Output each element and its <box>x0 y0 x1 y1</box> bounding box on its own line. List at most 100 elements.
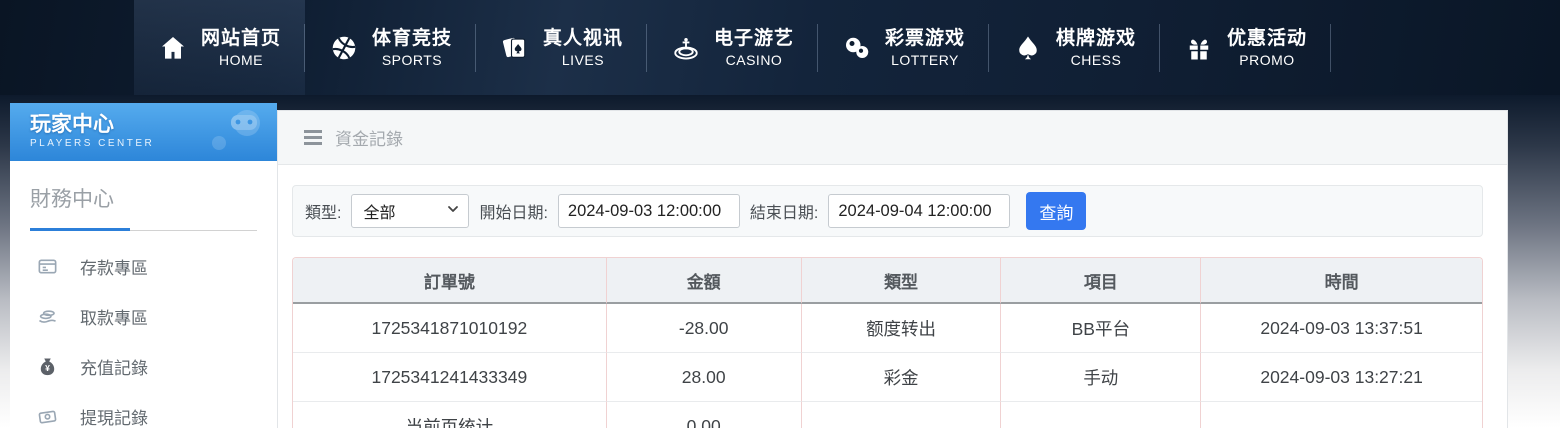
chevron-down-icon <box>447 202 459 220</box>
table-header-row: 訂單號 金額 類型 項目 時間 <box>293 258 1482 304</box>
type-select[interactable]: 全部 <box>351 194 470 228</box>
basketball-icon <box>329 33 359 63</box>
table-cell: 1725341871010192 <box>293 304 606 353</box>
table-cell: 0.00 <box>605 402 801 428</box>
sidebar-header: 玩家中心 PLAYERS CENTER <box>10 103 277 161</box>
table-cell: 当前页统计 <box>293 402 606 428</box>
start-date-label: 開始日期: <box>479 205 548 222</box>
filter-bar: 類型: 全部 開始日期: 結束日期: 查詢 <box>292 185 1483 237</box>
table-row: 1725341241433349 28.00 彩金 手动 2024-09-03 13:2… <box>293 353 1482 402</box>
nav-label-en: SPORTS <box>381 51 443 68</box>
sidebar-item-label: 充值記錄 <box>80 358 148 378</box>
table-cell <box>800 402 1001 428</box>
table-cell: 彩金 <box>800 353 1001 402</box>
nav-label-en: HOME <box>218 51 263 68</box>
table-cell <box>1200 402 1482 428</box>
nav-label-zh: 棋牌游戏 <box>1055 27 1136 49</box>
nav-label-en: LIVES <box>561 51 605 68</box>
nav-label-zh: 优惠活动 <box>1226 27 1307 49</box>
table-cell <box>1000 402 1200 428</box>
withdraw-hand-icon <box>36 305 59 328</box>
column-header: 訂單號 <box>293 258 606 304</box>
wallet-icon <box>36 405 59 428</box>
sidebar-item-label: 存款專區 <box>80 258 148 278</box>
deposit-card-icon <box>36 255 59 278</box>
menu-toggle-icon[interactable] <box>304 130 322 145</box>
roulette-icon <box>671 33 701 63</box>
nav-item-sports[interactable]: 体育竞技 SPORTS <box>305 0 476 95</box>
sidebar-item-withdraw[interactable]: 取款專區 <box>10 291 277 341</box>
table-cell: 2024-09-03 13:37:51 <box>1200 304 1482 353</box>
table-cell: 28.00 <box>605 353 801 402</box>
nav-label-en: LOTTERY <box>891 51 959 68</box>
sidebar-divider <box>30 228 257 231</box>
column-header: 類型 <box>800 258 1001 304</box>
nav-label-en: PROMO <box>1239 51 1295 68</box>
nav-label-zh: 真人视讯 <box>542 27 623 49</box>
sidebar-subtitle: PLAYERS CENTER <box>30 138 155 149</box>
nav-items: 网站首页 HOME 体育竞技 SPORTS 真人视讯 LIVES 电子游艺 CASINO 彩票游… <box>134 0 1331 95</box>
nav-item-labels: 体育竞技 SPORTS <box>372 27 452 69</box>
end-date-input[interactable] <box>828 194 1011 228</box>
sidebar-item-recharge-record[interactable]: ¥ 充值記錄 <box>10 341 277 391</box>
table-row: 当前页统计 0.00 <box>293 402 1482 428</box>
gift-icon <box>1184 33 1214 63</box>
nav-item-labels: 优惠活动 PROMO <box>1227 27 1307 69</box>
breadcrumb: 資金記錄 <box>278 111 1507 165</box>
type-label: 類型: <box>305 205 342 222</box>
lottery-balls-icon <box>842 33 872 63</box>
nav-item-casino[interactable]: 电子游艺 CASINO <box>647 0 818 95</box>
nav-label-zh: 彩票游戏 <box>884 27 965 49</box>
table-cell: 额度转出 <box>800 304 1001 353</box>
sidebar: 玩家中心 PLAYERS CENTER 財務中心 存款專區取款專區 ¥ 充值記錄提現… <box>10 103 277 428</box>
table-cell: 2024-09-03 13:27:21 <box>1200 353 1482 402</box>
top-nav: 网站首页 HOME 体育竞技 SPORTS 真人视讯 LIVES 电子游艺 CASINO 彩票游… <box>0 0 1560 95</box>
gamepad-icon <box>203 109 263 160</box>
table-cell: BB平台 <box>1000 304 1201 353</box>
search-button[interactable]: 查詢 <box>1026 192 1087 230</box>
table-cell: -28.00 <box>605 304 801 353</box>
nav-item-labels: 网站首页 HOME <box>201 27 281 69</box>
nav-label-en: CASINO <box>725 51 783 68</box>
column-header: 金額 <box>605 258 801 304</box>
nav-label-zh: 网站首页 <box>200 27 281 49</box>
sidebar-item-label: 提現記錄 <box>80 408 148 428</box>
home-icon <box>158 33 188 63</box>
table-row: 1725341871010192 -28.00 额度转出 BB平台 2024-09-03… <box>293 304 1482 353</box>
funds-table-wrap: 訂單號 金額 類型 項目 時間 1725341871010192 -28.00 额度转出 BB… <box>292 257 1483 428</box>
column-header: 項目 <box>1000 258 1201 304</box>
column-header: 時間 <box>1200 258 1482 304</box>
sidebar-menu: 存款專區取款專區 ¥ 充值記錄提現記錄 <box>10 241 277 428</box>
nav-item-lottery[interactable]: 彩票游戏 LOTTERY <box>818 0 989 95</box>
nav-label-zh: 电子游艺 <box>713 27 794 49</box>
nav-item-promo[interactable]: 优惠活动 PROMO <box>1160 0 1331 95</box>
moneybag-icon: ¥ <box>36 355 59 378</box>
nav-label-en: CHESS <box>1070 51 1122 68</box>
start-date-input[interactable] <box>557 194 740 228</box>
sidebar-item-label: 取款專區 <box>80 308 148 328</box>
type-select-value: 全部 <box>363 205 396 222</box>
playing-cards-icon <box>500 33 530 63</box>
sidebar-item-deposit[interactable]: 存款專區 <box>10 241 277 291</box>
end-date-label: 結束日期: <box>749 205 819 222</box>
table-body: 1725341871010192 -28.00 额度转出 BB平台 2024-09-03… <box>293 304 1482 428</box>
sidebar-section-title: 財務中心 <box>30 188 114 211</box>
page-title: 資金記錄 <box>335 130 403 149</box>
table-cell: 1725341241433349 <box>293 353 606 402</box>
nav-item-chess[interactable]: 棋牌游戏 CHESS <box>989 0 1160 95</box>
sidebar-item-withdraw-record[interactable]: 提現記錄 <box>10 391 277 428</box>
nav-item-home[interactable]: 网站首页 HOME <box>134 0 305 95</box>
spade-icon <box>1013 33 1043 63</box>
sidebar-title: 玩家中心 <box>30 113 114 136</box>
nav-item-lives[interactable]: 真人视讯 LIVES <box>476 0 647 95</box>
nav-item-labels: 真人视讯 LIVES <box>543 27 623 69</box>
nav-item-labels: 彩票游戏 LOTTERY <box>885 27 965 69</box>
nav-item-labels: 电子游艺 CASINO <box>714 27 794 69</box>
table-cell: 手动 <box>1000 353 1201 402</box>
funds-table: 訂單號 金額 類型 項目 時間 1725341871010192 -28.00 额度转出 BB… <box>293 258 1482 428</box>
nav-label-zh: 体育竞技 <box>371 27 452 49</box>
nav-item-labels: 棋牌游戏 CHESS <box>1056 27 1136 69</box>
svg-text:¥: ¥ <box>45 362 50 372</box>
